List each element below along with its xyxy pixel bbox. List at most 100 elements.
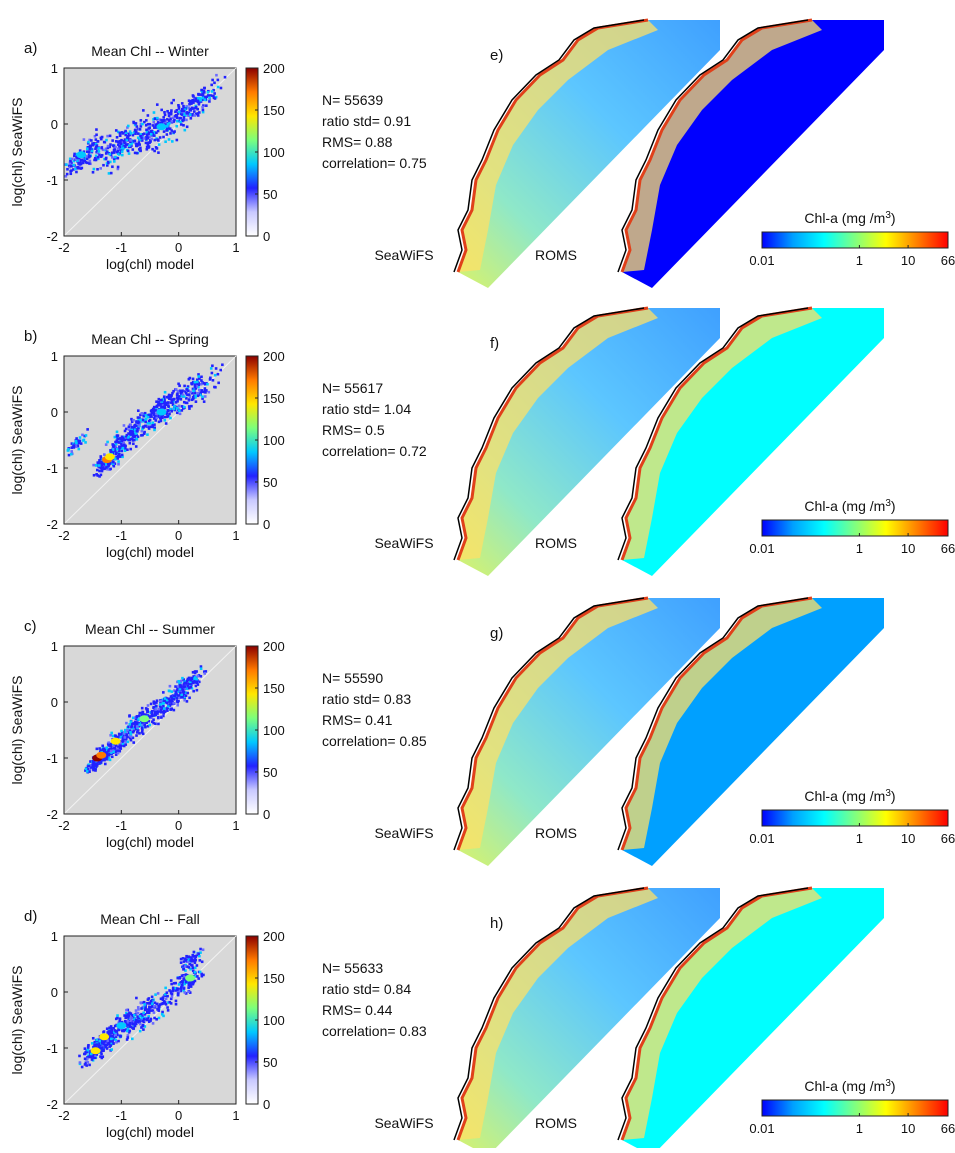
density-cell [78,1061,82,1064]
density-cell [146,415,150,419]
scatter-panel-2: c) Mean Chl -- Summer-2 -1 0 1-2-101log(chl)… [9,596,955,866]
density-cell [124,728,127,732]
density-cell [156,992,160,995]
density-cell [152,705,156,709]
density-cell [177,409,181,413]
density-cell [101,1055,105,1058]
density-cell [179,685,182,689]
density-cell [122,424,126,427]
density-cell [113,444,116,447]
density-cell [188,395,192,399]
density-cell [177,105,181,109]
density-cell [160,1002,164,1006]
density-cell [170,702,174,706]
density-cell [193,110,196,113]
density-cell [187,398,191,401]
density-cell [139,125,143,128]
density-cell [131,431,134,434]
density-cell [116,751,120,755]
density-cell [153,117,157,121]
density-cell [142,109,145,112]
density-cell [193,681,197,684]
density-cell [120,444,124,447]
density-cell [148,1002,151,1005]
density-cell [194,954,198,958]
density-cell [95,1043,99,1046]
density-cell [124,1028,128,1031]
density-cell [203,395,207,398]
density-cell [133,435,136,438]
density-cell [180,113,184,116]
density-cell [67,448,70,451]
coastal-shelf [458,308,658,560]
density-cell [141,1019,145,1023]
density-cell [219,86,223,90]
density-cell [96,474,99,477]
density-cell [141,728,144,732]
density-peak [104,453,115,461]
density-cell [113,1030,116,1034]
density-cell [159,703,162,706]
density-cell [183,974,187,978]
stats-line: N= 55590 [322,670,384,686]
density-cell [208,100,211,103]
density-cell [114,1038,117,1042]
chla-title-superscript: 3 [885,788,891,799]
density-cell [181,393,185,396]
density-cell [113,746,116,750]
density-cell [157,1016,161,1020]
density-cell [195,378,199,382]
density-cell [128,714,131,718]
density-cell [167,1001,170,1004]
density-cell [200,960,204,964]
density-cell [202,104,205,107]
density-cell [164,120,167,124]
density-cell [181,683,184,687]
density-cell [163,419,167,422]
density-cell [119,733,123,736]
density-cell [125,733,129,736]
density-cell [149,425,152,429]
density-cell [182,979,186,982]
density-cell [148,723,152,727]
density-cell [116,156,120,160]
density-cell [174,999,178,1003]
density-cell [156,116,159,120]
density-cell [170,698,174,702]
density-cell [118,749,122,753]
density-cell [116,735,120,739]
density-cell [119,145,123,148]
density-cell [126,740,130,744]
density-cell [211,364,214,368]
density-cell [140,721,144,724]
density-cell [198,959,202,962]
density-cell [89,760,92,763]
density-cell [203,670,206,674]
density-cell [142,432,146,435]
density-cell [128,1029,132,1033]
density-cell [164,992,167,996]
density-cell [139,146,142,150]
chla-tick-label: 1 [856,1121,863,1136]
density-cell [184,694,188,698]
density-cell [170,697,173,700]
density-cell [126,735,129,739]
density-cell [85,154,89,158]
density-cell [140,724,144,728]
density-cell [86,150,89,153]
density-cell [104,462,108,466]
density-cell [99,455,103,458]
density-cell [169,111,173,114]
density-cell [161,698,164,702]
stats-line: RMS= 0.88 [322,134,393,150]
density-cell [166,126,170,130]
density-cell [195,380,199,384]
density-cell [146,422,150,425]
density-cell [153,126,156,129]
density-cell [95,764,99,767]
density-cell [96,167,99,171]
density-cell [88,770,91,773]
density-cell [134,445,138,448]
density-cell [118,134,122,138]
density-cell [175,109,179,112]
